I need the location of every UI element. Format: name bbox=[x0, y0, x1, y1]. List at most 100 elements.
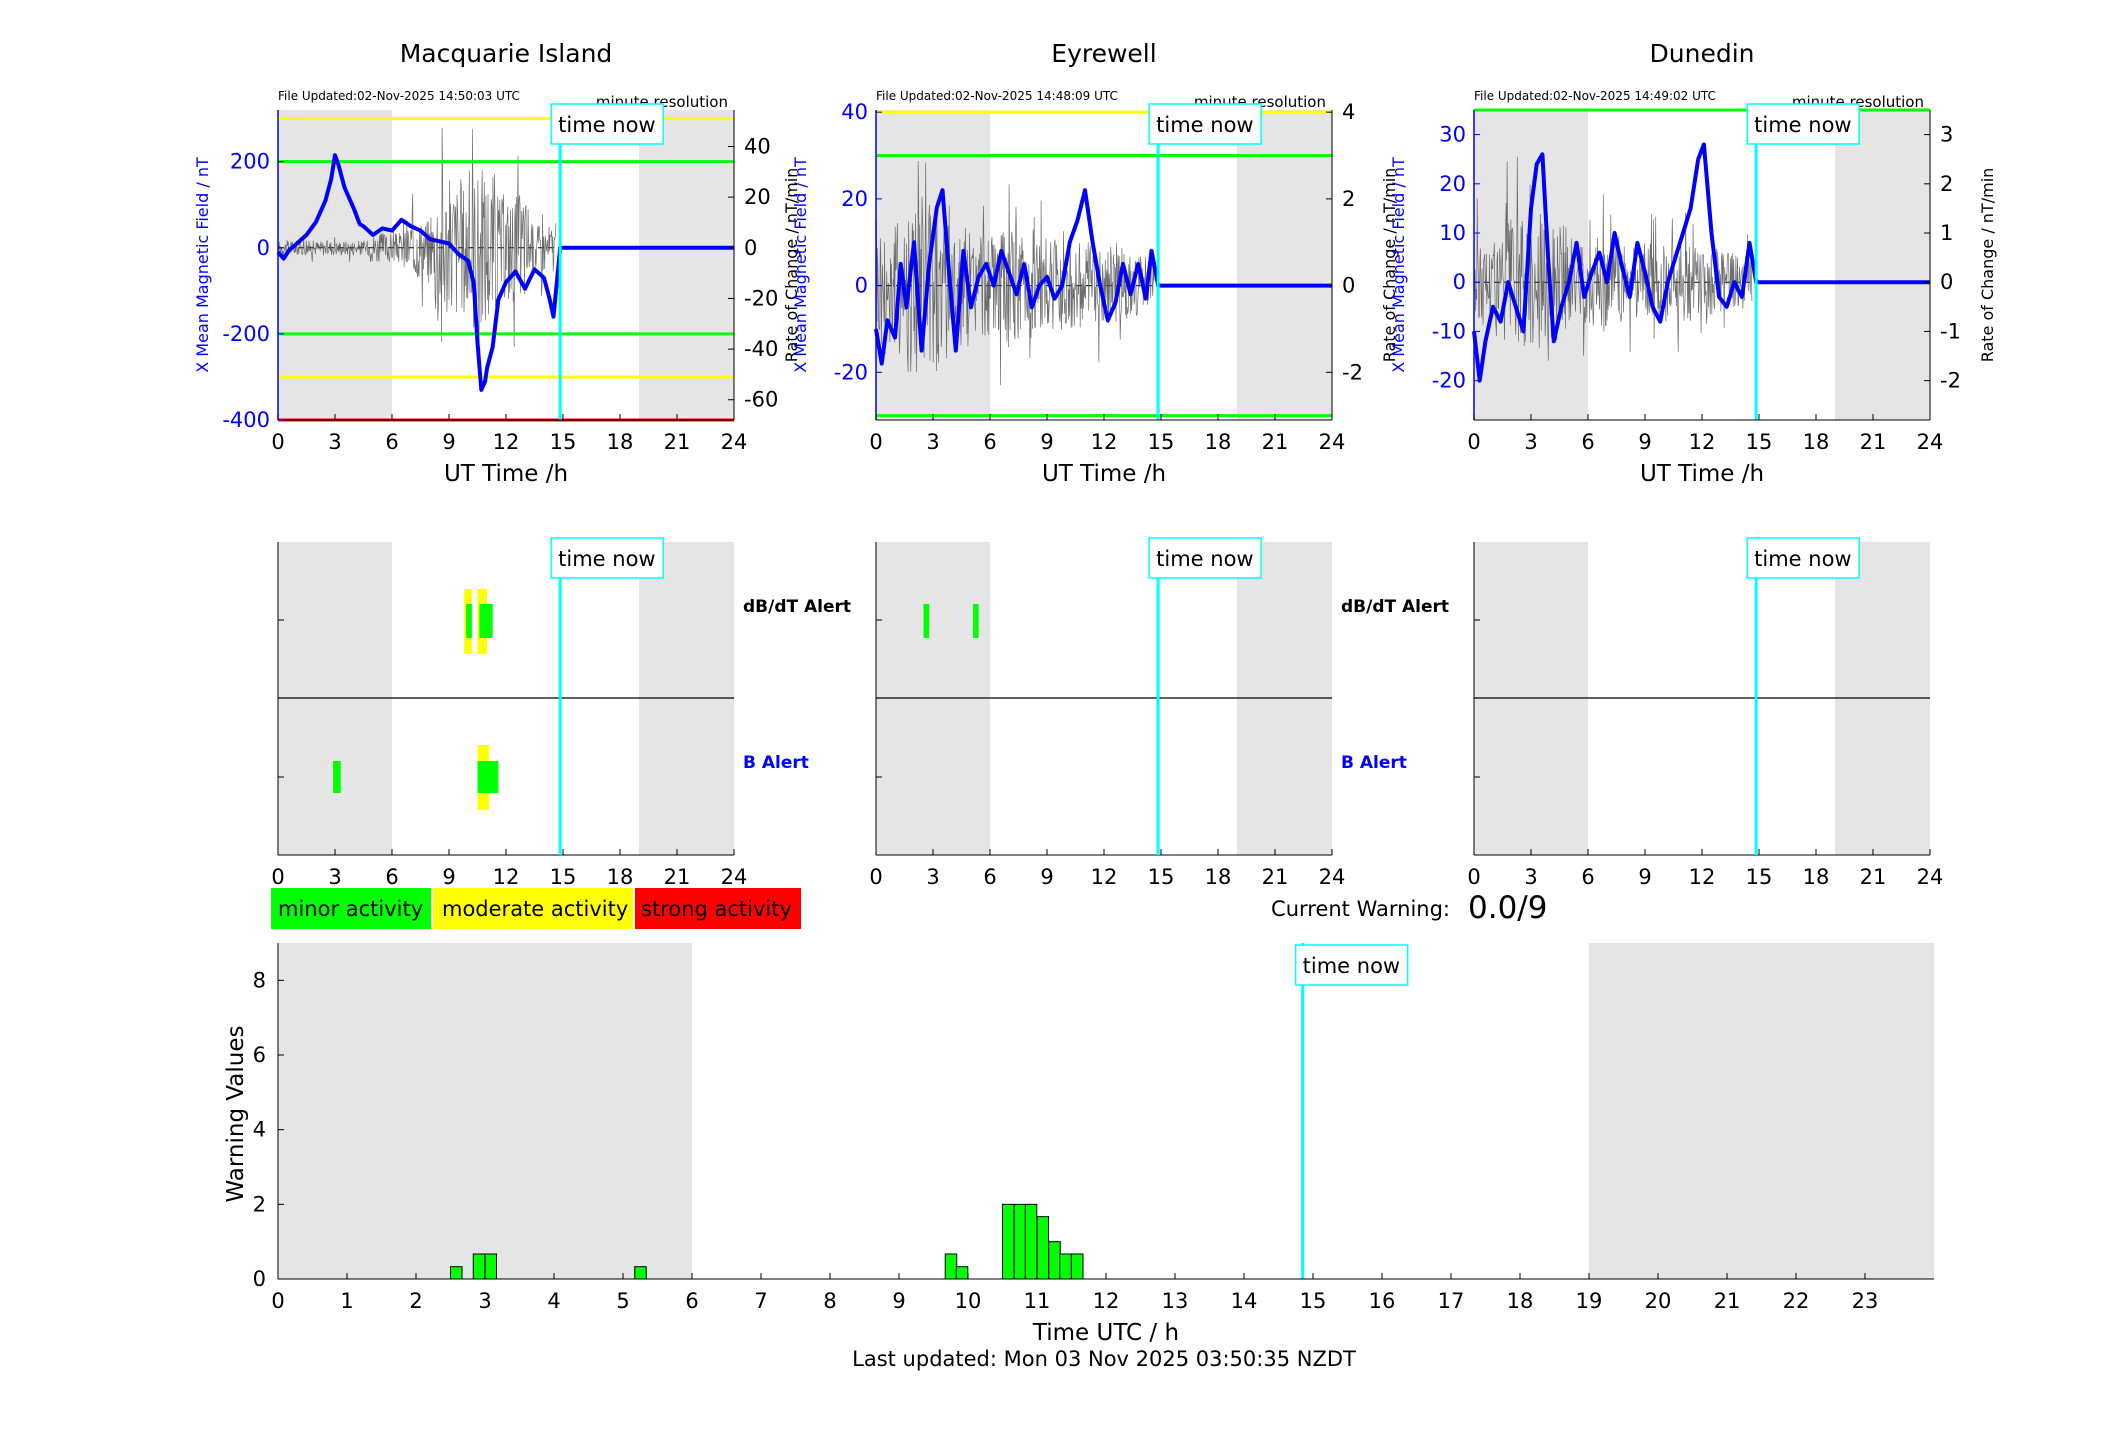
warning-bar bbox=[634, 1266, 647, 1280]
hour-tick-label: 0 bbox=[1467, 865, 1480, 889]
y-tick-label: 10 bbox=[1439, 221, 1466, 245]
station-title: Dunedin bbox=[1650, 39, 1755, 68]
x-tick-label: 16 bbox=[1369, 1289, 1396, 1313]
time-now-label: time now bbox=[1156, 113, 1253, 137]
dbdt-alert-bar bbox=[479, 604, 493, 638]
b-alert-bar bbox=[477, 761, 499, 793]
time-now-box bbox=[1746, 103, 1860, 145]
legend-minor-swatch bbox=[271, 888, 431, 929]
hour-tick-label: 18 bbox=[1803, 865, 1830, 889]
hour-tick-label: 18 bbox=[1205, 430, 1232, 454]
y2-tick-label: -1 bbox=[1940, 319, 1961, 343]
time-now-box bbox=[550, 103, 664, 145]
y2-tick-label: -2 bbox=[1342, 360, 1363, 384]
hour-tick-label: 12 bbox=[493, 430, 520, 454]
hour-tick-label: 3 bbox=[1524, 430, 1537, 454]
hour-tick-label: 15 bbox=[550, 865, 577, 889]
hour-tick-label: 0 bbox=[869, 865, 882, 889]
hour-tick-label: 3 bbox=[1524, 865, 1537, 889]
x-tick-label: 7 bbox=[754, 1289, 767, 1313]
warning-bar bbox=[484, 1253, 498, 1280]
hour-tick-label: 12 bbox=[493, 865, 520, 889]
hour-tick-label: 21 bbox=[664, 865, 691, 889]
y2-tick-label: -20 bbox=[744, 286, 778, 310]
hour-tick-label: 21 bbox=[664, 430, 691, 454]
y-tick-label: 200 bbox=[230, 150, 270, 174]
shade-region bbox=[1237, 110, 1332, 420]
x-axis-label: Time UTC / h bbox=[1032, 1320, 1179, 1346]
hour-tick-label: 24 bbox=[1319, 430, 1346, 454]
y-tick-label: 6 bbox=[253, 1043, 266, 1067]
mag-panel-2: Dunedin File Updated:02-Nov-2025 14:49:02… bbox=[1389, 39, 1997, 487]
time-now-label: time now bbox=[1754, 547, 1851, 571]
y-tick-label: 0 bbox=[1453, 270, 1466, 294]
x-tick-label: 14 bbox=[1231, 1289, 1258, 1313]
file-updated-text: File Updated:02-Nov-2025 14:50:03 UTC bbox=[278, 89, 520, 103]
hour-tick-label: 9 bbox=[1638, 865, 1651, 889]
y2-tick-label: -60 bbox=[744, 388, 778, 412]
x-tick-label: 10 bbox=[955, 1289, 982, 1313]
alert-panel-2: 0 3 6 9 12 15 18 21 24 time now bbox=[1467, 537, 1943, 889]
station-title: Macquarie Island bbox=[400, 39, 613, 68]
hour-tick-label: 15 bbox=[1148, 865, 1175, 889]
x-tick-label: 15 bbox=[1300, 1289, 1327, 1313]
hour-tick-label: 6 bbox=[385, 865, 398, 889]
y2-tick-label: 1 bbox=[1940, 221, 1953, 245]
warning-bar bbox=[1013, 1203, 1027, 1280]
hour-tick-label: 3 bbox=[328, 430, 341, 454]
legend-strong-label: strong activity bbox=[641, 897, 792, 921]
y2-tick-label: 20 bbox=[744, 185, 771, 209]
warning-bar bbox=[450, 1266, 463, 1280]
y2-tick-label: -2 bbox=[1940, 369, 1961, 393]
hour-tick-label: 15 bbox=[1746, 430, 1773, 454]
x-tick-label: 20 bbox=[1645, 1289, 1672, 1313]
y2-axis-label: Rate of Change / nT/min bbox=[1380, 168, 1399, 363]
hour-tick-label: 3 bbox=[926, 430, 939, 454]
y2-tick-label: 2 bbox=[1342, 187, 1355, 211]
file-updated-text: File Updated:02-Nov-2025 14:48:09 UTC bbox=[876, 89, 1118, 103]
hour-tick-label: 6 bbox=[1581, 865, 1594, 889]
x-axis-label: UT Time /h bbox=[444, 461, 568, 487]
dbdt-alert-bar bbox=[466, 604, 472, 638]
mag-panel-1: Eyrewell File Updated:02-Nov-2025 14:48:0… bbox=[791, 39, 1399, 487]
hour-tick-label: 24 bbox=[721, 865, 748, 889]
hour-tick-label: 0 bbox=[271, 430, 284, 454]
x-tick-label: 21 bbox=[1714, 1289, 1741, 1313]
activity-legend: minor activity moderate activity strong … bbox=[271, 888, 1547, 929]
legend-strong-swatch bbox=[635, 888, 801, 929]
alert-panel-0: 0 3 6 9 12 15 18 21 24 time now dB/dT Alert B Alert bbox=[271, 537, 851, 889]
shade-region bbox=[639, 110, 734, 420]
y-tick-label: -20 bbox=[834, 360, 868, 384]
b-alert-bar bbox=[333, 761, 341, 793]
warning-bar bbox=[1036, 1216, 1050, 1280]
x-tick-label: 8 bbox=[823, 1289, 836, 1313]
time-now-box bbox=[1746, 537, 1860, 579]
x-tick-label: 0 bbox=[271, 1289, 284, 1313]
hour-tick-label: 21 bbox=[1262, 865, 1289, 889]
hour-tick-label: 12 bbox=[1689, 430, 1716, 454]
time-now-label: time now bbox=[558, 547, 655, 571]
dbdt-alert-bar bbox=[972, 604, 979, 638]
hour-tick-label: 24 bbox=[1917, 430, 1944, 454]
y2-axis-label: Rate of Change / nT/min bbox=[782, 168, 801, 363]
legend-moderate-label: moderate activity bbox=[442, 897, 628, 921]
x-tick-label: 23 bbox=[1852, 1289, 1879, 1313]
magnetometer-row: Macquarie Island File Updated:02-Nov-2025… bbox=[193, 39, 1997, 487]
time-now-label: time now bbox=[1754, 113, 1851, 137]
warning-bar bbox=[944, 1253, 958, 1280]
y2-tick-label: 0 bbox=[1342, 274, 1355, 298]
warning-bar bbox=[1002, 1203, 1015, 1280]
x-tick-label: 11 bbox=[1024, 1289, 1051, 1313]
hour-tick-label: 9 bbox=[1040, 865, 1053, 889]
time-now-box bbox=[1148, 103, 1262, 145]
hour-tick-label: 0 bbox=[1467, 430, 1480, 454]
hour-tick-label: 21 bbox=[1860, 430, 1887, 454]
hour-tick-label: 21 bbox=[1262, 430, 1289, 454]
hour-tick-label: 18 bbox=[607, 865, 634, 889]
warning-bar bbox=[1071, 1253, 1084, 1280]
y-tick-label: 2 bbox=[253, 1192, 266, 1216]
hour-tick-label: 3 bbox=[328, 865, 341, 889]
hour-tick-label: 9 bbox=[1040, 430, 1053, 454]
x-tick-label: 17 bbox=[1438, 1289, 1465, 1313]
hour-tick-label: 6 bbox=[1581, 430, 1594, 454]
